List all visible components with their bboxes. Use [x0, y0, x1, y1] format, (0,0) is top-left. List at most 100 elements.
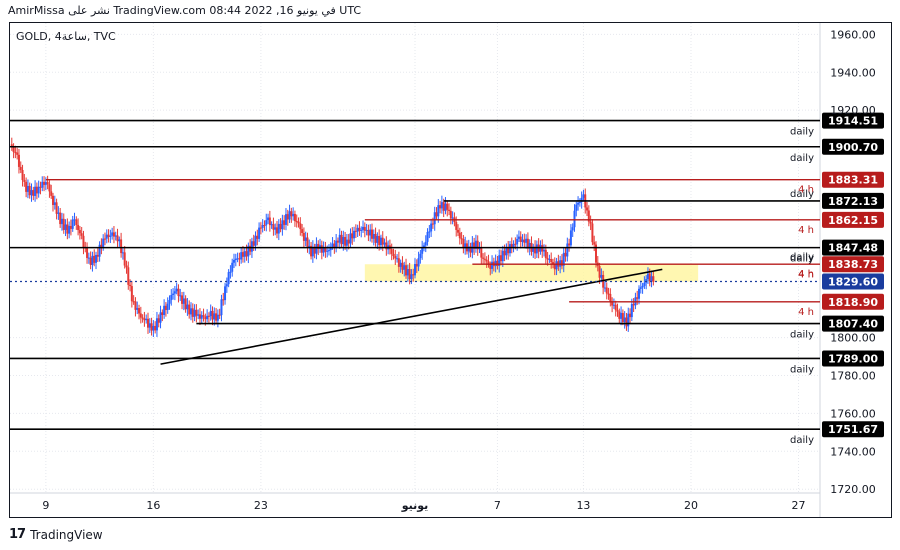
candle-body — [69, 225, 72, 229]
candle-body — [503, 250, 506, 256]
candle-body — [512, 243, 515, 247]
candle-body — [55, 202, 58, 214]
candle-body — [473, 242, 476, 249]
candle-body — [241, 252, 244, 257]
candle-body — [41, 181, 44, 188]
candle-body — [177, 288, 180, 296]
candle-body — [535, 244, 538, 254]
price-badge-text: 1838.73 — [828, 258, 878, 271]
y-tick-label: 1800.00 — [830, 332, 876, 345]
candle-body — [605, 287, 608, 294]
candle-body — [406, 269, 409, 276]
candle-body — [390, 249, 393, 254]
candle-body — [324, 247, 327, 252]
candle-body — [381, 237, 384, 245]
candle-body — [213, 313, 216, 320]
candle-body — [449, 210, 452, 219]
candle-body — [14, 152, 17, 154]
candle-body — [528, 242, 531, 249]
candle-body — [168, 300, 171, 304]
candle-body — [155, 318, 158, 331]
candle-body — [575, 204, 578, 211]
candle-body — [331, 243, 334, 247]
price-badge — [822, 350, 884, 367]
candle-body — [50, 191, 53, 196]
candle-body — [320, 245, 323, 253]
highlight-zone — [364, 264, 699, 282]
candle-body — [112, 232, 115, 237]
price-badge — [822, 192, 884, 209]
price-badge-text: 1914.51 — [828, 115, 878, 128]
candle-body — [340, 234, 343, 245]
candle-body — [154, 325, 157, 331]
candle-body — [351, 233, 354, 239]
candle-body — [593, 242, 596, 245]
candle-body — [370, 229, 373, 239]
y-tick-label: 1940.00 — [830, 66, 876, 79]
level-label: 4 h — [798, 269, 814, 280]
candle-body — [299, 223, 302, 230]
candle-body — [279, 223, 282, 230]
candle-body — [313, 246, 316, 254]
candle-body — [442, 202, 445, 211]
candle-body — [161, 312, 164, 315]
candle-body — [638, 288, 641, 299]
price-badge — [822, 421, 884, 438]
candle-body — [141, 317, 144, 319]
candle-body — [114, 235, 117, 237]
brand[interactable]: 17 TradingView — [9, 527, 103, 542]
candle-body — [353, 230, 356, 239]
level-label: daily — [790, 252, 814, 263]
level-label: daily — [790, 189, 814, 200]
candle-body — [641, 285, 644, 288]
candle-body — [521, 239, 524, 242]
candle-body — [365, 229, 368, 231]
candle-body — [646, 273, 649, 280]
candle-body — [181, 295, 184, 304]
candle-body — [485, 259, 488, 262]
candle-body — [297, 221, 300, 224]
price-badge-text: 1883.31 — [828, 174, 878, 187]
candle-body — [607, 293, 610, 295]
candle-body — [175, 288, 178, 292]
candle-body — [222, 299, 225, 301]
candle-body — [422, 245, 425, 248]
price-badge — [822, 273, 884, 290]
candle-body — [496, 260, 499, 266]
candle-body — [60, 218, 63, 225]
candle-body — [46, 182, 49, 185]
brand-name: TradingView — [30, 527, 103, 542]
candle-body — [560, 260, 563, 266]
candle-body — [431, 223, 434, 225]
candle-body — [505, 247, 508, 256]
candle-body — [304, 237, 307, 241]
candle-body — [544, 249, 547, 259]
price-badge-text: 1818.90 — [828, 296, 878, 309]
price-badge-text: 1789.00 — [828, 352, 878, 365]
candle-body — [57, 212, 60, 214]
candle-body — [78, 230, 81, 234]
symbol-label[interactable]: GOLD, 4ساعة, TVC — [16, 30, 116, 43]
candle-body — [632, 304, 635, 306]
candle-body — [259, 227, 262, 229]
candle-body — [39, 186, 42, 188]
candle-body — [129, 284, 132, 287]
candle-body — [379, 237, 382, 246]
candle-body — [562, 252, 565, 266]
candle-body — [258, 227, 261, 239]
x-tick-label: 7 — [494, 499, 501, 512]
candle-body — [363, 226, 366, 231]
candle-body — [209, 310, 212, 317]
candle-body — [48, 184, 51, 192]
price-chart[interactable]: 1914.51 daily 1900.70 daily 1883.31 4 h 1872.1… — [10, 23, 891, 517]
x-tick-label: 13 — [576, 499, 590, 512]
candle-body — [59, 212, 62, 225]
candle-body — [500, 255, 503, 262]
candle-body — [89, 257, 92, 265]
candle-body — [403, 265, 406, 270]
candle-body — [107, 234, 110, 237]
chart-area[interactable]: 1914.51 daily 1900.70 daily 1883.31 4 h 1872.1… — [9, 22, 892, 518]
candle-body — [525, 238, 528, 243]
candle-body — [414, 264, 416, 276]
candle-body — [643, 282, 646, 286]
